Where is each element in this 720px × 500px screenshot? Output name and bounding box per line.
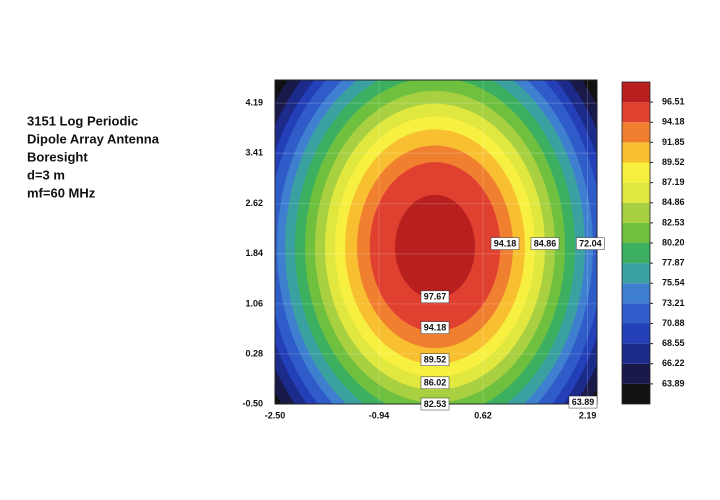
colorbar-segment xyxy=(622,243,650,264)
contour-label-box xyxy=(420,353,450,366)
colorbar-segment xyxy=(622,303,650,324)
colorbar-segment xyxy=(622,122,650,143)
contour-label-box xyxy=(420,376,450,390)
colorbar-segment xyxy=(622,263,650,284)
x-tick-label: 2.19 xyxy=(579,410,597,420)
title-line: 3151 Log Periodic xyxy=(27,113,138,128)
colorbar-tick-label: 68.55 xyxy=(662,338,685,348)
contour-label: 89.52 xyxy=(424,355,447,365)
colorbar-tick-label: 94.18 xyxy=(662,117,685,127)
colorbar-segment xyxy=(622,323,650,344)
contour-label: 82.53 xyxy=(424,399,447,409)
contour-label-box xyxy=(420,321,450,334)
contour-label: 94.18 xyxy=(494,238,517,248)
x-tick-label: 0.62 xyxy=(474,410,492,420)
contour-label-box xyxy=(420,397,450,411)
colorbar-tick-label: 73.21 xyxy=(662,298,685,308)
colorbar-tick-label: 96.51 xyxy=(662,97,685,107)
overlay: -2.50 -0.94 0.62 2.19 -0.50 0.28 1.06 1.84 2.62 3… xyxy=(242,79,685,420)
title-line: d=3 m xyxy=(27,167,65,182)
contour-label: 94.18 xyxy=(424,323,447,333)
colorbar-segment xyxy=(622,222,650,243)
colorbar-segment xyxy=(622,202,650,223)
x-tick-label: -2.50 xyxy=(265,410,286,420)
contour-label: 97.67 xyxy=(424,292,447,302)
colorbar-tick-label: 89.52 xyxy=(662,157,685,167)
colorbar-tick-label: 66.22 xyxy=(662,358,685,368)
plot-area xyxy=(275,80,597,404)
colorbar-segment xyxy=(622,82,650,103)
colorbar-segment xyxy=(622,182,650,203)
title-line: mf=60 MHz xyxy=(27,185,96,200)
title-line: Boresight xyxy=(27,149,88,164)
colorbar-tick-label: 77.87 xyxy=(662,258,685,268)
contour-label-box xyxy=(576,237,605,250)
y-tick-label: 3.41 xyxy=(245,148,263,158)
y-tick-label: 1.06 xyxy=(245,298,263,308)
y-tick-label: 2.62 xyxy=(245,198,263,208)
contour-label-box xyxy=(420,290,450,304)
y-tick-label: 0.28 xyxy=(245,348,263,358)
colorbar-tick-label: 70.88 xyxy=(662,318,685,328)
x-tick-label: -0.94 xyxy=(369,410,390,420)
contour-label-box xyxy=(530,237,560,250)
contour-label: 63.89 xyxy=(572,397,595,407)
colorbar-segment xyxy=(622,383,650,404)
colorbar-tick-label: 84.86 xyxy=(662,197,685,207)
colorbar-tick-label: 80.20 xyxy=(662,237,685,247)
title-line: Dipole Array Antenna xyxy=(27,131,160,146)
contour-label: 86.02 xyxy=(424,378,447,388)
colorbar-tick-label: 82.53 xyxy=(662,217,685,227)
contour-band xyxy=(395,194,475,299)
colorbar-tick-label: 75.54 xyxy=(662,278,685,288)
y-tick-label: 4.19 xyxy=(245,97,263,107)
contour-label-box xyxy=(490,237,520,250)
colorbar-tick-label: 91.85 xyxy=(662,137,685,147)
colorbar-tick-label: 87.19 xyxy=(662,177,685,187)
title-block: 3151 Log Periodic Dipole Array Antenna Bor… xyxy=(27,113,160,200)
y-tick-label: 1.84 xyxy=(245,248,263,258)
colorbar-segment xyxy=(622,102,650,123)
y-tick-label: -0.50 xyxy=(242,398,263,408)
colorbar-segment xyxy=(622,162,650,183)
contour-label: 72.04 xyxy=(579,238,602,248)
contour-label: 84.86 xyxy=(534,238,557,248)
colorbar-segment xyxy=(622,343,650,364)
colorbar-segment xyxy=(622,142,650,163)
colorbar-tick-label: 63.89 xyxy=(662,378,685,388)
contour-label-box xyxy=(568,395,598,409)
colorbar-segment xyxy=(622,283,650,304)
colorbar-segment xyxy=(622,363,650,384)
